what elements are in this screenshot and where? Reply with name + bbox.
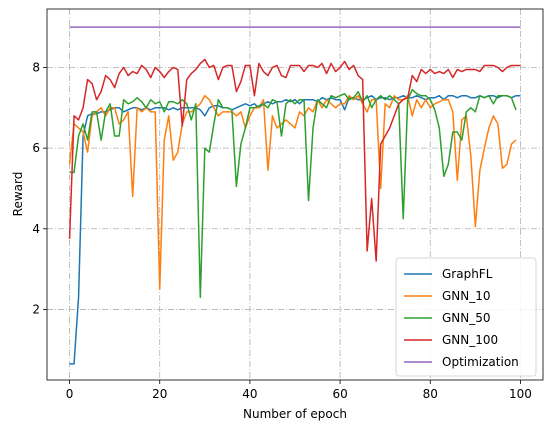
legend: GraphFL GNN_10 GNN_50 GNN_100 Optimization — [396, 258, 536, 376]
x-tick-label: 40 — [242, 387, 257, 401]
legend-label-graphfl: GraphFL — [442, 267, 493, 281]
y-tick-label: 6 — [32, 141, 40, 155]
x-axis-label: Number of epoch — [243, 407, 347, 421]
y-axis-label: Reward — [11, 172, 25, 217]
x-tick-label: 60 — [332, 387, 347, 401]
x-tick-label: 80 — [423, 387, 438, 401]
x-tick-label: 0 — [66, 387, 74, 401]
x-tick-label: 20 — [152, 387, 167, 401]
y-tick-label: 4 — [32, 222, 40, 236]
legend-label-gnn-50: GNN_50 — [442, 311, 491, 325]
y-tick-label: 8 — [32, 60, 40, 74]
legend-label-optimization: Optimization — [442, 355, 519, 369]
y-axis-ticks: 2 4 6 8 — [32, 60, 47, 316]
x-tick-label: 100 — [509, 387, 532, 401]
x-axis-ticks: 0 20 40 60 80 100 — [66, 380, 532, 401]
legend-label-gnn-100: GNN_100 — [442, 333, 498, 347]
legend-label-gnn-10: GNN_10 — [442, 289, 491, 303]
y-tick-label: 2 — [32, 302, 40, 316]
